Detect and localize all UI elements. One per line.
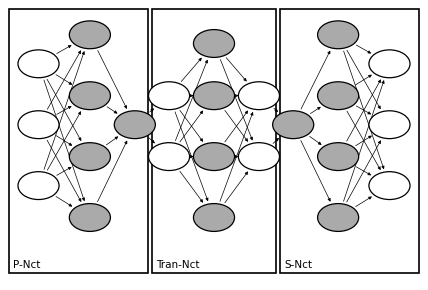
Circle shape — [69, 143, 110, 171]
Circle shape — [18, 111, 59, 139]
Circle shape — [193, 82, 235, 110]
Circle shape — [369, 50, 410, 78]
Bar — [9, 9, 148, 273]
Text: S-Nct: S-Nct — [285, 260, 312, 270]
Circle shape — [318, 82, 359, 110]
Circle shape — [149, 82, 190, 110]
Bar — [152, 9, 276, 273]
Circle shape — [149, 143, 190, 171]
Circle shape — [238, 82, 279, 110]
Circle shape — [369, 172, 410, 200]
Circle shape — [69, 82, 110, 110]
Circle shape — [193, 204, 235, 231]
Text: P-Nct: P-Nct — [13, 260, 40, 270]
Circle shape — [369, 111, 410, 139]
Circle shape — [238, 143, 279, 171]
Circle shape — [318, 21, 359, 49]
Circle shape — [69, 21, 110, 49]
Circle shape — [193, 30, 235, 57]
Circle shape — [18, 50, 59, 78]
Circle shape — [273, 111, 314, 139]
Circle shape — [193, 143, 235, 171]
Circle shape — [114, 111, 155, 139]
Circle shape — [318, 143, 359, 171]
Bar — [280, 9, 419, 273]
Circle shape — [318, 204, 359, 231]
Circle shape — [18, 172, 59, 200]
Circle shape — [69, 204, 110, 231]
Text: Tran-Nct: Tran-Nct — [156, 260, 200, 270]
